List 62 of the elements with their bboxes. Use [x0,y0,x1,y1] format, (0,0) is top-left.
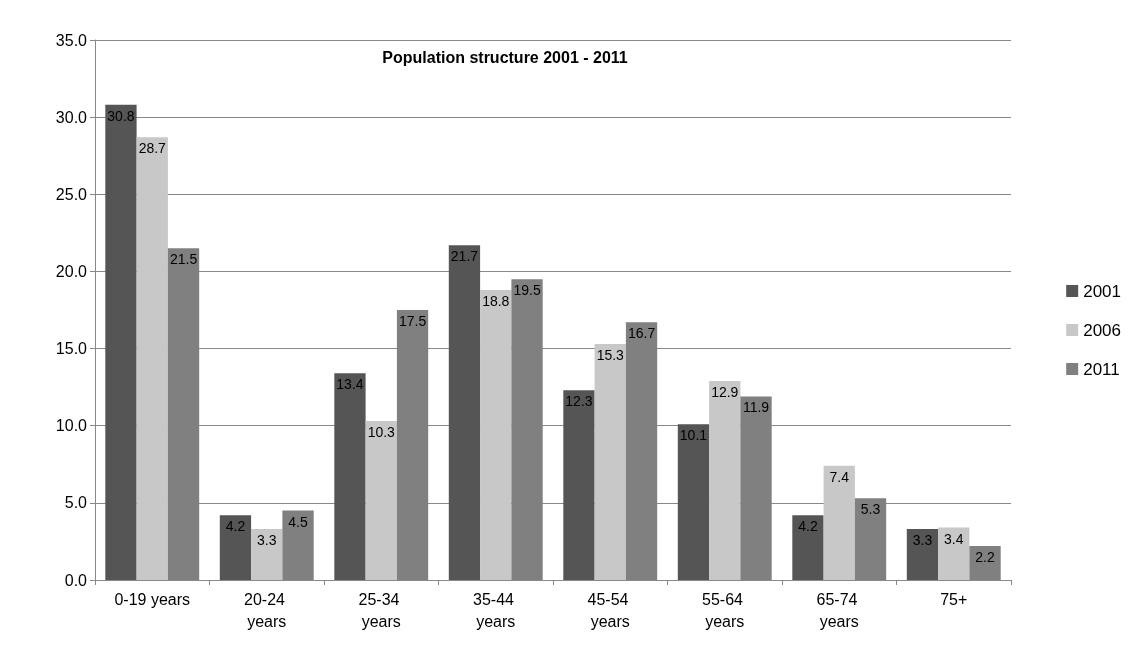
data-label: 4.2 [798,518,818,535]
bar [251,529,283,580]
bar [823,465,855,580]
text: Population structure 2001 - 2011 [382,48,628,66]
y-tick-label: 35.0 [55,31,88,49]
data-label: 12.3 [565,393,593,410]
y-tick-label: 20.0 [55,262,88,280]
y-tick-label: 5.0 [64,494,88,512]
data-label: 21.7 [450,248,479,265]
bar [282,510,314,580]
data-label: 12.9 [711,383,739,400]
data-label: 4.2 [225,518,246,535]
x-tick-label: 45-54 years [587,590,633,630]
x-tick-label: 25-34 years [358,590,404,630]
data-label: 18.8 [482,292,510,309]
bar [105,104,137,580]
y-tick-label: 30.0 [55,108,88,126]
x-tick-label: 55-64 years [702,590,748,630]
data-label: 10.1 [679,427,708,444]
legend-label: 2001 [1083,281,1122,301]
data-label: 3.3 [912,532,933,549]
bar [136,137,168,580]
x-tick-label: 75+ [940,590,968,608]
data-label: 13.4 [336,376,364,393]
y-tick-label: 25.0 [55,185,88,203]
data-label: 7.4 [829,468,850,485]
x-tick-label: 35-44 years [473,590,519,630]
data-label: 16.7 [627,325,656,342]
data-label: 15.3 [596,346,625,363]
legend-label: 2011 [1083,359,1120,379]
data-label: 3.3 [257,532,277,549]
bar [677,424,710,580]
bar [480,289,512,580]
data-label: 30.8 [107,107,135,124]
legend-label: 2006 [1083,320,1122,340]
data-label: 2.2 [975,549,995,566]
x-tick-label: 65-74 years [816,590,862,630]
x-tick-label: 0-19 years [114,590,191,608]
data-label: 11.9 [742,399,770,416]
data-label: 10.3 [367,424,396,441]
data-label: 17.5 [398,313,427,329]
bar [365,421,397,580]
x-tick-label: 20-24 years [244,590,290,630]
bar [448,245,481,580]
data-label: 5.3 [860,501,881,518]
data-label: 19.5 [513,282,541,299]
bar [334,373,366,580]
bar [938,527,970,580]
data-label: 3.4 [944,530,964,547]
y-tick-label: 15.0 [55,340,88,358]
data-label: 4.5 [288,513,308,530]
bar [906,529,939,580]
data-label: 28.7 [138,140,167,157]
bar [969,546,1001,580]
bar [709,380,741,580]
y-tick-label: 10.0 [55,417,88,435]
bar [594,343,626,580]
y-tick-label: 0.0 [64,571,88,589]
data-label: 21.5 [169,251,198,268]
bar [219,515,252,580]
bar [563,390,595,580]
bar [792,515,824,580]
